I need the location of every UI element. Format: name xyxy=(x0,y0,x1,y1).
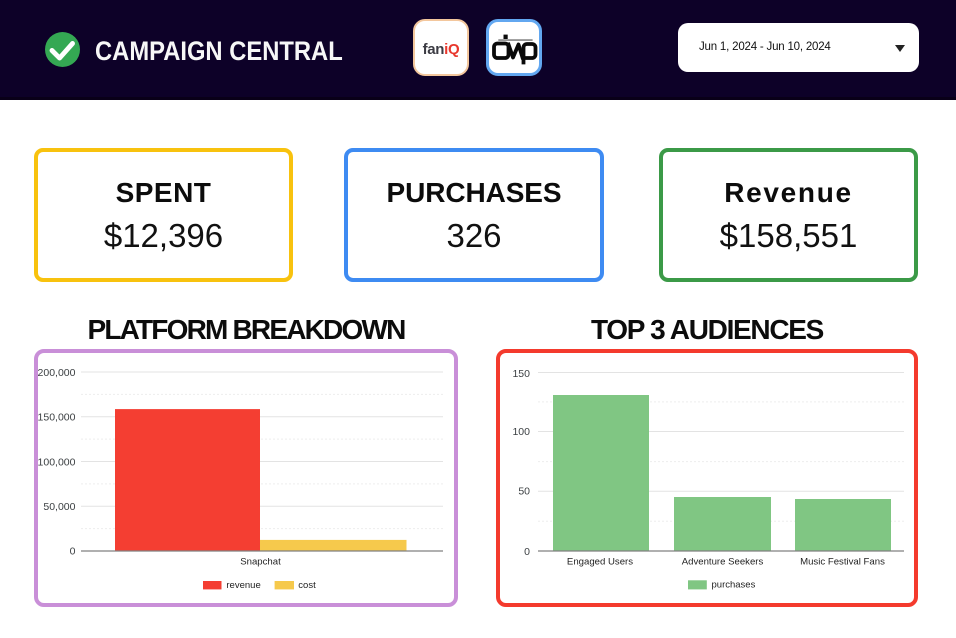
svg-text:0: 0 xyxy=(70,546,76,558)
svg-text:200,000: 200,000 xyxy=(38,367,76,379)
svg-text:50,000: 50,000 xyxy=(43,501,75,513)
svg-text:Engaged Users: Engaged Users xyxy=(567,557,633,568)
svg-text:0: 0 xyxy=(524,546,530,558)
svg-text:Adventure Seekers: Adventure Seekers xyxy=(682,557,764,568)
svg-text:50: 50 xyxy=(518,485,530,497)
svg-text:150: 150 xyxy=(512,368,530,380)
svg-text:100,000: 100,000 xyxy=(38,456,76,468)
svg-text:150,000: 150,000 xyxy=(38,412,76,424)
svg-text:revenue: revenue xyxy=(226,580,260,591)
svg-text:Music Festival Fans: Music Festival Fans xyxy=(800,557,885,568)
svg-text:purchases: purchases xyxy=(712,580,756,591)
svg-text:Snapchat: Snapchat xyxy=(240,557,281,568)
svg-text:cost: cost xyxy=(298,580,316,591)
svg-text:100: 100 xyxy=(512,426,530,438)
